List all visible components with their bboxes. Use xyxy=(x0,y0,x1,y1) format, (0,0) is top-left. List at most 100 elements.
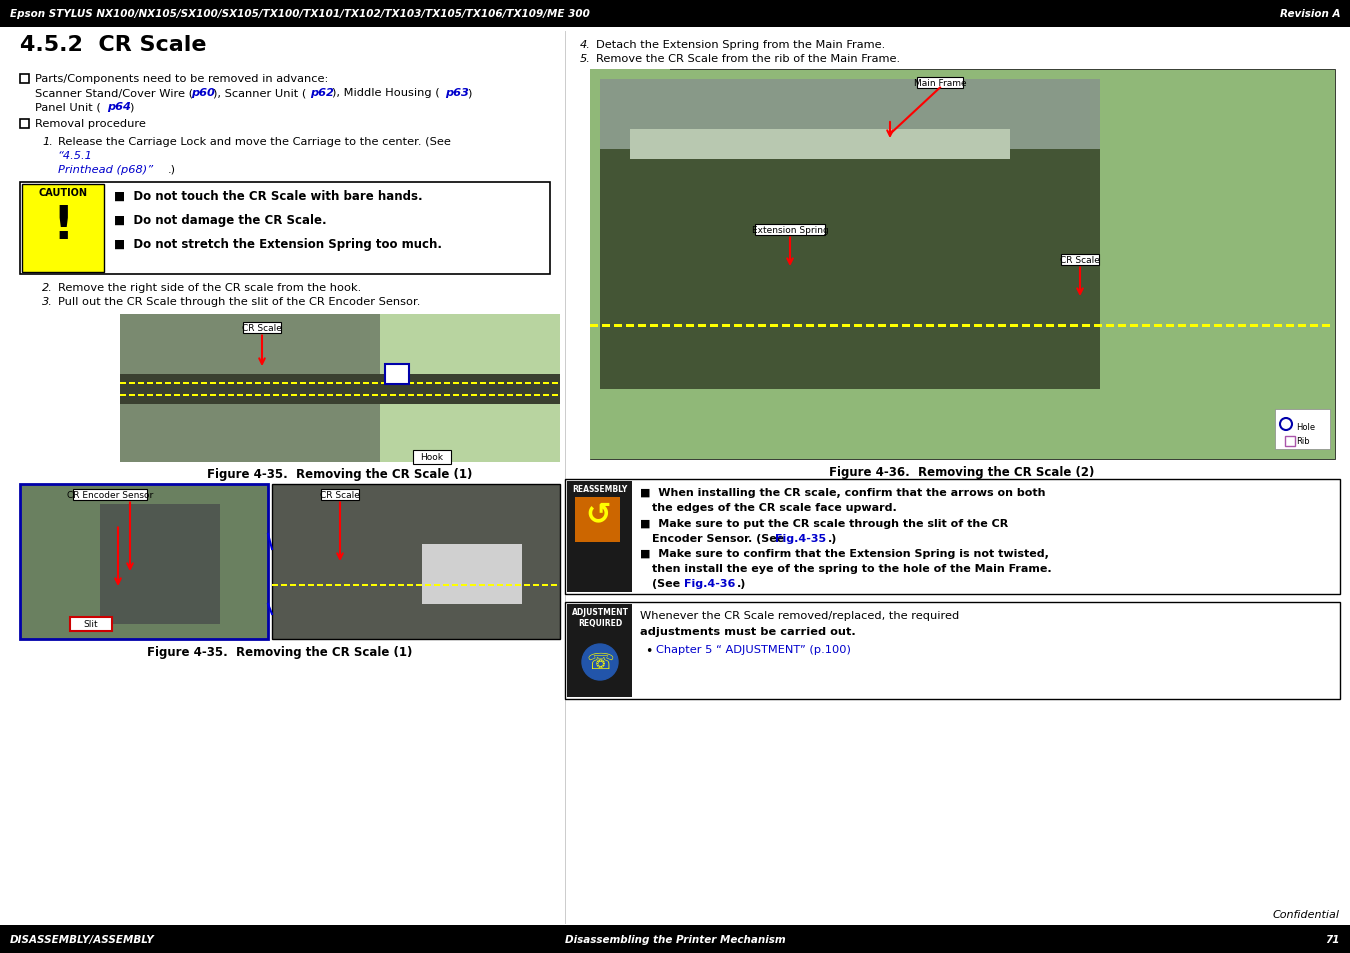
Bar xyxy=(734,325,743,327)
Bar xyxy=(174,395,180,396)
Text: Remove the CR Scale from the rib of the Main Frame.: Remove the CR Scale from the rib of the … xyxy=(595,54,900,64)
Text: Figure 4-36.  Removing the CR Scale (2): Figure 4-36. Removing the CR Scale (2) xyxy=(829,465,1095,478)
Bar xyxy=(20,120,28,129)
Bar xyxy=(1130,325,1138,327)
Text: Remove the right side of the CR scale from the hook.: Remove the right side of the CR scale fr… xyxy=(58,283,362,293)
Bar xyxy=(1046,325,1054,327)
Bar xyxy=(319,382,324,385)
Bar xyxy=(747,325,755,327)
Bar xyxy=(201,382,207,385)
Bar xyxy=(1189,325,1197,327)
Bar xyxy=(281,584,288,586)
Text: Revision A: Revision A xyxy=(1280,9,1341,19)
Bar xyxy=(575,497,620,542)
Text: Hole: Hole xyxy=(1296,422,1315,432)
Bar xyxy=(599,80,1100,150)
Bar xyxy=(292,382,297,385)
Text: adjustments must be carried out.: adjustments must be carried out. xyxy=(640,626,856,637)
Bar xyxy=(219,382,225,385)
Text: Fig.4-36: Fig.4-36 xyxy=(684,578,736,588)
Text: ADJUSTMENT: ADJUSTMENT xyxy=(571,607,629,617)
Bar xyxy=(238,382,243,385)
Text: (See: (See xyxy=(652,578,684,588)
Bar xyxy=(567,481,632,593)
Bar xyxy=(1202,325,1210,327)
Text: Printhead (p68)”: Printhead (p68)” xyxy=(58,165,153,174)
Text: Detach the Extension Spring from the Main Frame.: Detach the Extension Spring from the Mai… xyxy=(595,40,886,50)
Bar xyxy=(363,382,369,385)
Bar xyxy=(398,584,404,586)
Bar xyxy=(551,584,558,586)
Bar xyxy=(1022,325,1030,327)
Bar xyxy=(710,325,718,327)
Bar xyxy=(165,395,171,396)
Text: !: ! xyxy=(53,204,74,249)
Text: Whenever the CR Scale removed/replaced, the required: Whenever the CR Scale removed/replaced, … xyxy=(640,610,960,620)
Bar xyxy=(309,382,315,385)
Bar xyxy=(914,325,922,327)
Text: ), Middle Housing (: ), Middle Housing ( xyxy=(332,88,440,98)
Bar xyxy=(1287,325,1295,327)
Bar xyxy=(1094,325,1102,327)
Bar xyxy=(271,584,278,586)
Bar xyxy=(855,325,863,327)
Bar xyxy=(300,382,306,385)
Bar xyxy=(138,395,144,396)
Bar xyxy=(435,395,441,396)
Bar xyxy=(354,382,360,385)
Bar xyxy=(317,584,323,586)
Bar xyxy=(516,382,522,385)
Bar xyxy=(379,584,386,586)
Bar xyxy=(157,395,162,396)
Bar xyxy=(354,395,360,396)
Bar xyxy=(454,395,459,396)
Text: ↺: ↺ xyxy=(586,499,610,529)
Bar xyxy=(1106,325,1114,327)
Bar xyxy=(423,544,522,604)
Bar xyxy=(298,584,305,586)
Bar xyxy=(1285,436,1295,447)
Bar xyxy=(427,382,432,385)
Text: 1.: 1. xyxy=(42,137,53,147)
Bar xyxy=(120,395,126,396)
Bar xyxy=(408,382,414,385)
Bar xyxy=(649,325,657,327)
Bar xyxy=(379,314,560,462)
Bar xyxy=(963,325,971,327)
Bar xyxy=(120,314,560,462)
Text: Fig.4-35: Fig.4-35 xyxy=(775,534,826,543)
Bar xyxy=(1142,325,1150,327)
Bar xyxy=(757,325,765,327)
Bar xyxy=(674,325,682,327)
Bar xyxy=(336,382,342,385)
Bar xyxy=(184,395,189,396)
Bar xyxy=(238,395,243,396)
Bar xyxy=(246,395,252,396)
Text: CR Encoder Sensor: CR Encoder Sensor xyxy=(68,490,153,499)
Text: ■  Do not damage the CR Scale.: ■ Do not damage the CR Scale. xyxy=(113,213,327,227)
Text: Release the Carriage Lock and move the Carriage to the center. (See: Release the Carriage Lock and move the C… xyxy=(58,137,451,147)
Bar xyxy=(590,70,670,459)
Bar xyxy=(590,70,1335,459)
Text: Disassembling the Printer Mechanism: Disassembling the Printer Mechanism xyxy=(564,934,786,944)
Bar xyxy=(192,382,198,385)
Bar xyxy=(400,382,405,385)
Bar xyxy=(1250,325,1258,327)
Bar xyxy=(552,395,558,396)
Bar xyxy=(390,382,396,385)
Bar xyxy=(381,382,387,385)
Text: Rib: Rib xyxy=(1296,436,1310,446)
Bar xyxy=(390,395,396,396)
Bar xyxy=(282,382,288,385)
Bar xyxy=(255,382,261,385)
Text: •: • xyxy=(645,644,652,658)
Bar xyxy=(454,382,459,385)
Bar xyxy=(20,75,28,84)
Bar xyxy=(273,395,279,396)
Bar xyxy=(228,395,234,396)
Bar xyxy=(938,325,946,327)
Bar xyxy=(452,584,458,586)
Bar xyxy=(408,395,414,396)
Bar xyxy=(336,395,342,396)
Bar xyxy=(1310,325,1318,327)
